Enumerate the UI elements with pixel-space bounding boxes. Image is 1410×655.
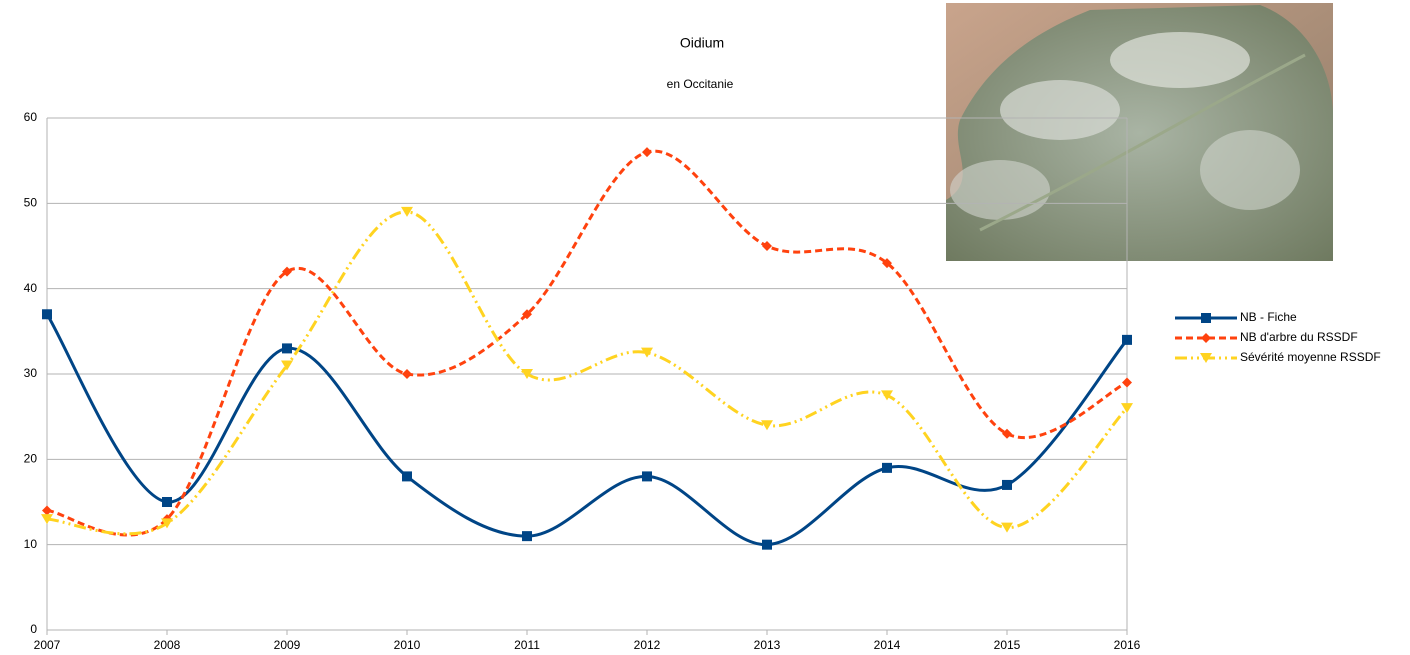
legend-label: NB d'arbre du RSSDF [1240, 330, 1358, 344]
marker [282, 343, 292, 353]
marker [1122, 335, 1132, 345]
marker [522, 531, 532, 541]
y-tick-label: 40 [24, 281, 38, 295]
y-tick-label: 30 [24, 366, 38, 380]
photo [946, 3, 1333, 261]
series-line [47, 314, 1127, 544]
chart: Oidium en Occitanie 0 10 20 30 40 50 60 2007 200… [0, 0, 1410, 655]
legend-marker [1201, 333, 1211, 343]
x-tick-label: 2007 [34, 638, 61, 652]
x-tick-label: 2011 [514, 638, 540, 652]
marker [402, 369, 412, 379]
y-tick-label: 60 [24, 110, 38, 124]
legend-label: NB - Fiche [1240, 310, 1297, 324]
chart-subtitle: en Occitanie [667, 77, 734, 91]
x-tick-label: 2016 [1114, 638, 1141, 652]
marker [882, 463, 892, 473]
y-tick-label: 50 [24, 196, 38, 210]
legend-label: Sévérité moyenne RSSDF [1240, 350, 1381, 364]
marker [42, 506, 52, 516]
legend-marker [1201, 313, 1211, 323]
marker [1001, 523, 1013, 533]
marker [402, 471, 412, 481]
marker [762, 540, 772, 550]
x-tick-label: 2013 [754, 638, 781, 652]
marker [42, 309, 52, 319]
y-tick-label: 0 [30, 622, 37, 636]
marker [1122, 378, 1132, 388]
y-tick-label: 20 [24, 452, 38, 466]
x-tick-label: 2009 [274, 638, 301, 652]
x-tick-label: 2010 [394, 638, 421, 652]
x-tick-label: 2015 [994, 638, 1021, 652]
marker [642, 471, 652, 481]
x-tick-label: 2014 [874, 638, 901, 652]
marker [162, 497, 172, 507]
marker [1002, 480, 1012, 490]
y-tick-label: 10 [24, 537, 38, 551]
x-tick-label: 2012 [634, 638, 661, 652]
x-tick-label: 2008 [154, 638, 181, 652]
chart-title: Oidium [680, 35, 724, 51]
marker [642, 147, 652, 157]
